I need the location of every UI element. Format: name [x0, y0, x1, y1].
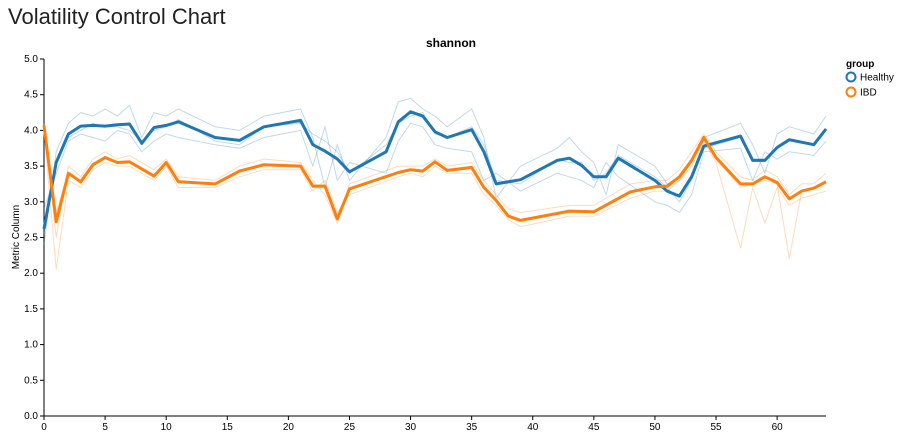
- legend[interactable]: group Healthy IBD: [845, 59, 894, 99]
- individual-trace-line: [43, 123, 827, 238]
- y-tick-label: 5.0: [24, 54, 38, 65]
- y-tick-label: 4.0: [24, 125, 38, 136]
- y-tick-label: 0.0: [24, 411, 38, 422]
- y-tick-label: 3.5: [24, 161, 38, 172]
- individual-trace-line: [43, 130, 827, 270]
- legend-label-healthy[interactable]: Healthy: [860, 73, 894, 84]
- y-tick-label: 1.5: [24, 304, 38, 315]
- y-tick-label: 4.5: [24, 90, 38, 101]
- chart-title: shannon: [426, 36, 476, 50]
- x-tick-label: 45: [588, 422, 600, 433]
- x-tick-label: 40: [527, 422, 539, 433]
- x-tick-label: 35: [466, 422, 478, 433]
- x-tick-label: 15: [222, 422, 234, 433]
- individual-traces: [43, 97, 827, 270]
- legend-symbol-ibd[interactable]: [845, 86, 857, 98]
- series-line-healthy: [42, 110, 828, 230]
- x-tick-label: 50: [649, 422, 661, 433]
- y-tick-label: 2.0: [24, 268, 38, 279]
- x-tick-label: 5: [102, 422, 108, 433]
- legend-symbol-healthy[interactable]: [845, 71, 857, 83]
- page-title: Volatility Control Chart: [8, 4, 226, 29]
- x-tick-label: 20: [283, 422, 295, 433]
- x-tick-label: 30: [405, 422, 417, 433]
- group-mean-lines: [42, 110, 828, 230]
- y-tick-label: 2.5: [24, 233, 38, 244]
- x-tick-label: 25: [344, 422, 356, 433]
- legend-label-ibd[interactable]: IBD: [860, 88, 877, 99]
- y-axis-title: Metric Column: [11, 205, 22, 269]
- series-line-ibd: [42, 125, 827, 224]
- x-tick-label: 60: [772, 422, 784, 433]
- legend-title: group: [846, 59, 874, 70]
- y-tick-label: 3.0: [24, 197, 38, 208]
- x-tick-label: 55: [710, 422, 722, 433]
- y-tick-label: 1.0: [24, 340, 38, 351]
- axes: 0.0 0.5 1.0 1.5 2.0 2.5 3.0 3.5 4.0 4.5 5.0 0 5 10 15 2…: [24, 54, 826, 433]
- x-tick-label: 10: [161, 422, 173, 433]
- individual-trace-line: [43, 122, 827, 214]
- y-tick-label: 0.5: [24, 375, 38, 386]
- x-tick-label: 0: [41, 422, 47, 433]
